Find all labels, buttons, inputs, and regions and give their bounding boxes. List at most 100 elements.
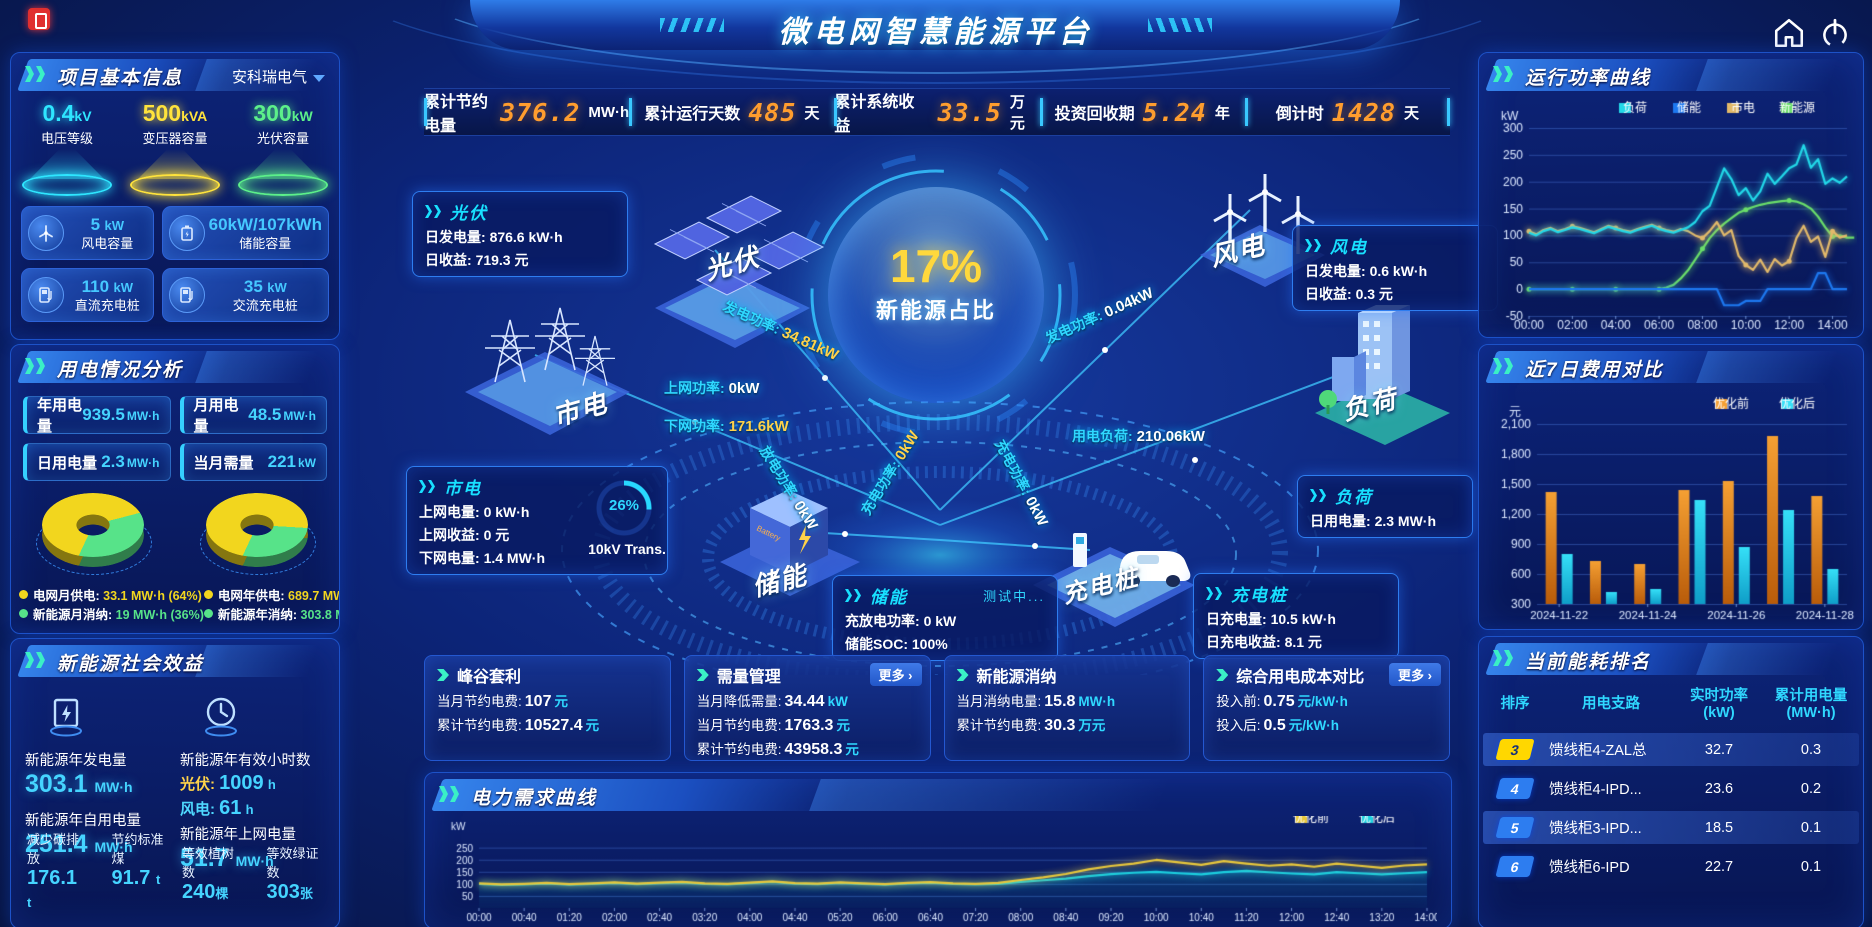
- header-band: [470, 0, 1400, 50]
- transformer-label: 10kV Trans.: [588, 541, 666, 557]
- social-coal: 节约标准煤 91.7 t: [111, 832, 164, 889]
- card-renewable-consumption: 新能源消纳 当月消纳电量: 15.8 MW·h 累计节约电费: 30.3 万元: [943, 655, 1191, 761]
- node-label-wind: 风电: [1207, 229, 1269, 272]
- social-hours: 新能源年有效小时数 光伏: 1009 h 风电: 61 h 新能源年上网电量 5…: [180, 688, 325, 913]
- flow-storage-discharge: 放电功率: 0kW: [756, 443, 821, 533]
- panel-title: 新能源社会效益: [57, 654, 205, 675]
- panel-social-benefit: 新能源社会效益 新能源年发电量 303.1 MW·h 新能源年自用电量 251.…: [10, 638, 340, 927]
- panel-accent-icon: [1493, 66, 1513, 82]
- panel-header: 近7日费用对比: [1479, 350, 1863, 386]
- panel-title: 近7日费用对比: [1525, 360, 1664, 381]
- wind-info-box: 风电 日发电量: 0.6 kW·h 日收益: 0.3 元: [1292, 225, 1498, 311]
- card-dc-charger: 110 kW 直流充电桩: [21, 268, 154, 322]
- capacity-cards: 5 kW 风电容量 60kW/107kWh 储能容量 110 kW 直流充电桩: [11, 196, 339, 322]
- panel-energy-ranking: 当前能耗排名 排序 用电支路 实时功率 (kW) 累计用电量 (MW·h) 3 馈线…: [1478, 636, 1864, 927]
- chevron-icon: [845, 589, 861, 602]
- demand-curve-chart: [435, 816, 1437, 926]
- chevron-icon: [419, 480, 435, 493]
- charger-info-box: 充电桩 日充电量: 10.5 kW·h 日充电收益: 8.1 元: [1193, 573, 1399, 659]
- company-select[interactable]: 安科瑞电气: [232, 66, 325, 87]
- benefit-cards: 峰谷套利 当月节约电费: 107 元 累计节约电费: 10527.4 元 需量管理 更多…: [424, 655, 1450, 761]
- flow-ev-charge: 充电功率: 0kW: [992, 436, 1052, 530]
- node-label-grid: 市电: [549, 387, 612, 432]
- power-icon[interactable]: [1818, 16, 1852, 50]
- rank-badge: 3: [1495, 739, 1535, 761]
- card-peak-valley: 峰谷套利 当月节约电费: 107 元 累计节约电费: 10527.4 元: [424, 655, 671, 761]
- pv-info-box: 光伏 日发电量: 876.6 kW·h 日收益: 719.3 元: [412, 191, 628, 277]
- panel-cost-compare: 近7日费用对比: [1478, 344, 1864, 630]
- flow-wind-generation: 发电功率: 0.04kW: [1042, 284, 1156, 347]
- rank-badge: 6: [1495, 856, 1535, 878]
- flow-pv-generation: 发电功率: 34.81kW: [720, 297, 842, 365]
- flow-grid-import: 下网功率: 171.6kW: [664, 418, 789, 435]
- storage-info-box: 储能 测试中... 充放电功率: 0 kW 储能SOC: 100%: [832, 575, 1058, 661]
- core-sphere: 17% 新能源占比: [828, 187, 1044, 403]
- capacity-pedestals: 0.4kV 电压等级 500kVA 变压器容量 300kW 光伏容量: [11, 94, 339, 196]
- year-supply-donut: [200, 493, 316, 575]
- rank-badge: 4: [1495, 778, 1535, 800]
- chevron-icon: [1206, 587, 1222, 600]
- legend-item: 新能源月消纳: 19 MW·h (36%): [19, 606, 204, 625]
- panel-title: 用电情况分析: [57, 360, 184, 381]
- stat-day-usage: 日用电量 2.3 MW·h: [23, 443, 171, 481]
- pedestal-transformer: 500kVA 变压器容量: [124, 100, 226, 196]
- alert-icon[interactable]: [28, 8, 50, 30]
- card-storage-capacity: 60kW/107kWh 储能容量: [161, 206, 329, 260]
- page-title: 微电网智慧能源平台: [778, 16, 1094, 49]
- battery-icon: [168, 215, 205, 251]
- kpi-payback: 投资回收期 5.24 年: [1039, 89, 1245, 135]
- node-label-load: 负荷: [1339, 383, 1401, 426]
- table-row[interactable]: 5 馈线柜3-IPD... 18.5 0.1: [1483, 811, 1859, 845]
- table-row[interactable]: 3 馈线柜4-ZAL总 32.7 0.3: [1483, 733, 1859, 767]
- panel-power-curve: 运行功率曲线: [1478, 52, 1864, 338]
- ranking-table-header: 排序 用电支路 实时功率 (kW) 累计用电量 (MW·h): [1500, 688, 1848, 721]
- transformer-load-pct: 26%: [608, 497, 640, 514]
- kpi-countdown: 倒计时 1428 天: [1244, 89, 1450, 135]
- panel-accent-icon: [439, 786, 459, 802]
- table-row[interactable]: 6 馈线柜6-IPD 22.7 0.1: [1483, 850, 1859, 883]
- power-curve-chart: [1485, 98, 1857, 334]
- card-accent-icon: [437, 669, 449, 681]
- ac-charger-icon: [168, 277, 205, 313]
- node-label-pv: 光伏: [701, 241, 764, 286]
- node-label-charger: 充电桩: [1059, 563, 1142, 609]
- home-icon[interactable]: [1772, 16, 1806, 50]
- demand-more-button[interactable]: 更多 ›: [869, 663, 922, 686]
- chevron-down-icon: [313, 74, 325, 82]
- chevron-icon: [1305, 239, 1321, 252]
- legend-item: 新能源年消纳: 303.8 MW·h (31%): [203, 606, 339, 625]
- stat-month-demand: 当月需量 221 kW: [179, 443, 327, 481]
- panel-header: 项目基本信息 安科瑞电气: [11, 58, 339, 94]
- storage-status: 测试中...: [983, 589, 1045, 604]
- panel-title: 电力需求曲线: [471, 788, 598, 809]
- renewable-share-value: 17%: [889, 240, 983, 292]
- cost-more-button[interactable]: 更多 ›: [1389, 663, 1441, 686]
- card-demand-mgmt: 需量管理 更多 › 当月降低需量: 34.44 kW 当月节约电费: 1763.3 元 …: [683, 655, 931, 761]
- card-wind-capacity: 5 kW 风电容量: [21, 206, 154, 260]
- donut-legends: 电网月供电: 33.1 MW·h (64%) 新能源月消纳: 19 MW·h (…: [11, 579, 339, 626]
- panel-header: 电力需求曲线: [425, 778, 1451, 814]
- usage-stats: 年用电量 939.5 MW·h 月用电量 48.5 MW·h 日用电量 2.3 MW·…: [11, 386, 339, 481]
- stat-year-usage: 年用电量 939.5 MW·h: [23, 396, 171, 435]
- panel-header: 新能源社会效益: [11, 644, 339, 680]
- svg-text:Battery: Battery: [755, 524, 782, 543]
- flow-grid-export: 上网功率: 0kW: [664, 380, 760, 397]
- title-decor-left: [660, 18, 724, 32]
- social-certs: 等效绿证数 303张: [266, 846, 319, 903]
- card-ac-charger: 35 kW 交流充电桩: [161, 268, 329, 322]
- transformer-gauge: [596, 480, 652, 536]
- ranking-table: 3 馈线柜4-ZAL总 32.7 0.3 4 馈线柜4-IPD... 23.6 …: [1479, 733, 1863, 883]
- dc-charger-icon: [28, 277, 64, 313]
- kpi-bar: 累计节约电量 376.2 MW·h 累计运行天数 485 天 累计系统收益 33…: [424, 88, 1450, 136]
- stat-month-usage: 月用电量 48.5 MW·h: [179, 396, 327, 435]
- social-trees: 等效植树数 240棵: [182, 846, 235, 903]
- table-row[interactable]: 4 馈线柜4-IPD... 23.6 0.2: [1483, 772, 1859, 805]
- panel-title: 运行功率曲线: [1525, 68, 1652, 89]
- card-accent-icon: [696, 669, 709, 681]
- panel-accent-icon: [1493, 650, 1513, 666]
- kpi-revenue: 累计系统收益 33.5 万元: [834, 89, 1039, 135]
- card-accent-icon: [1216, 669, 1229, 681]
- panel-header: 当前能耗排名: [1479, 642, 1863, 678]
- rank-badge: 5: [1495, 817, 1535, 839]
- legend-item: 电网年供电: 689.7 MW·h (69%): [203, 587, 339, 606]
